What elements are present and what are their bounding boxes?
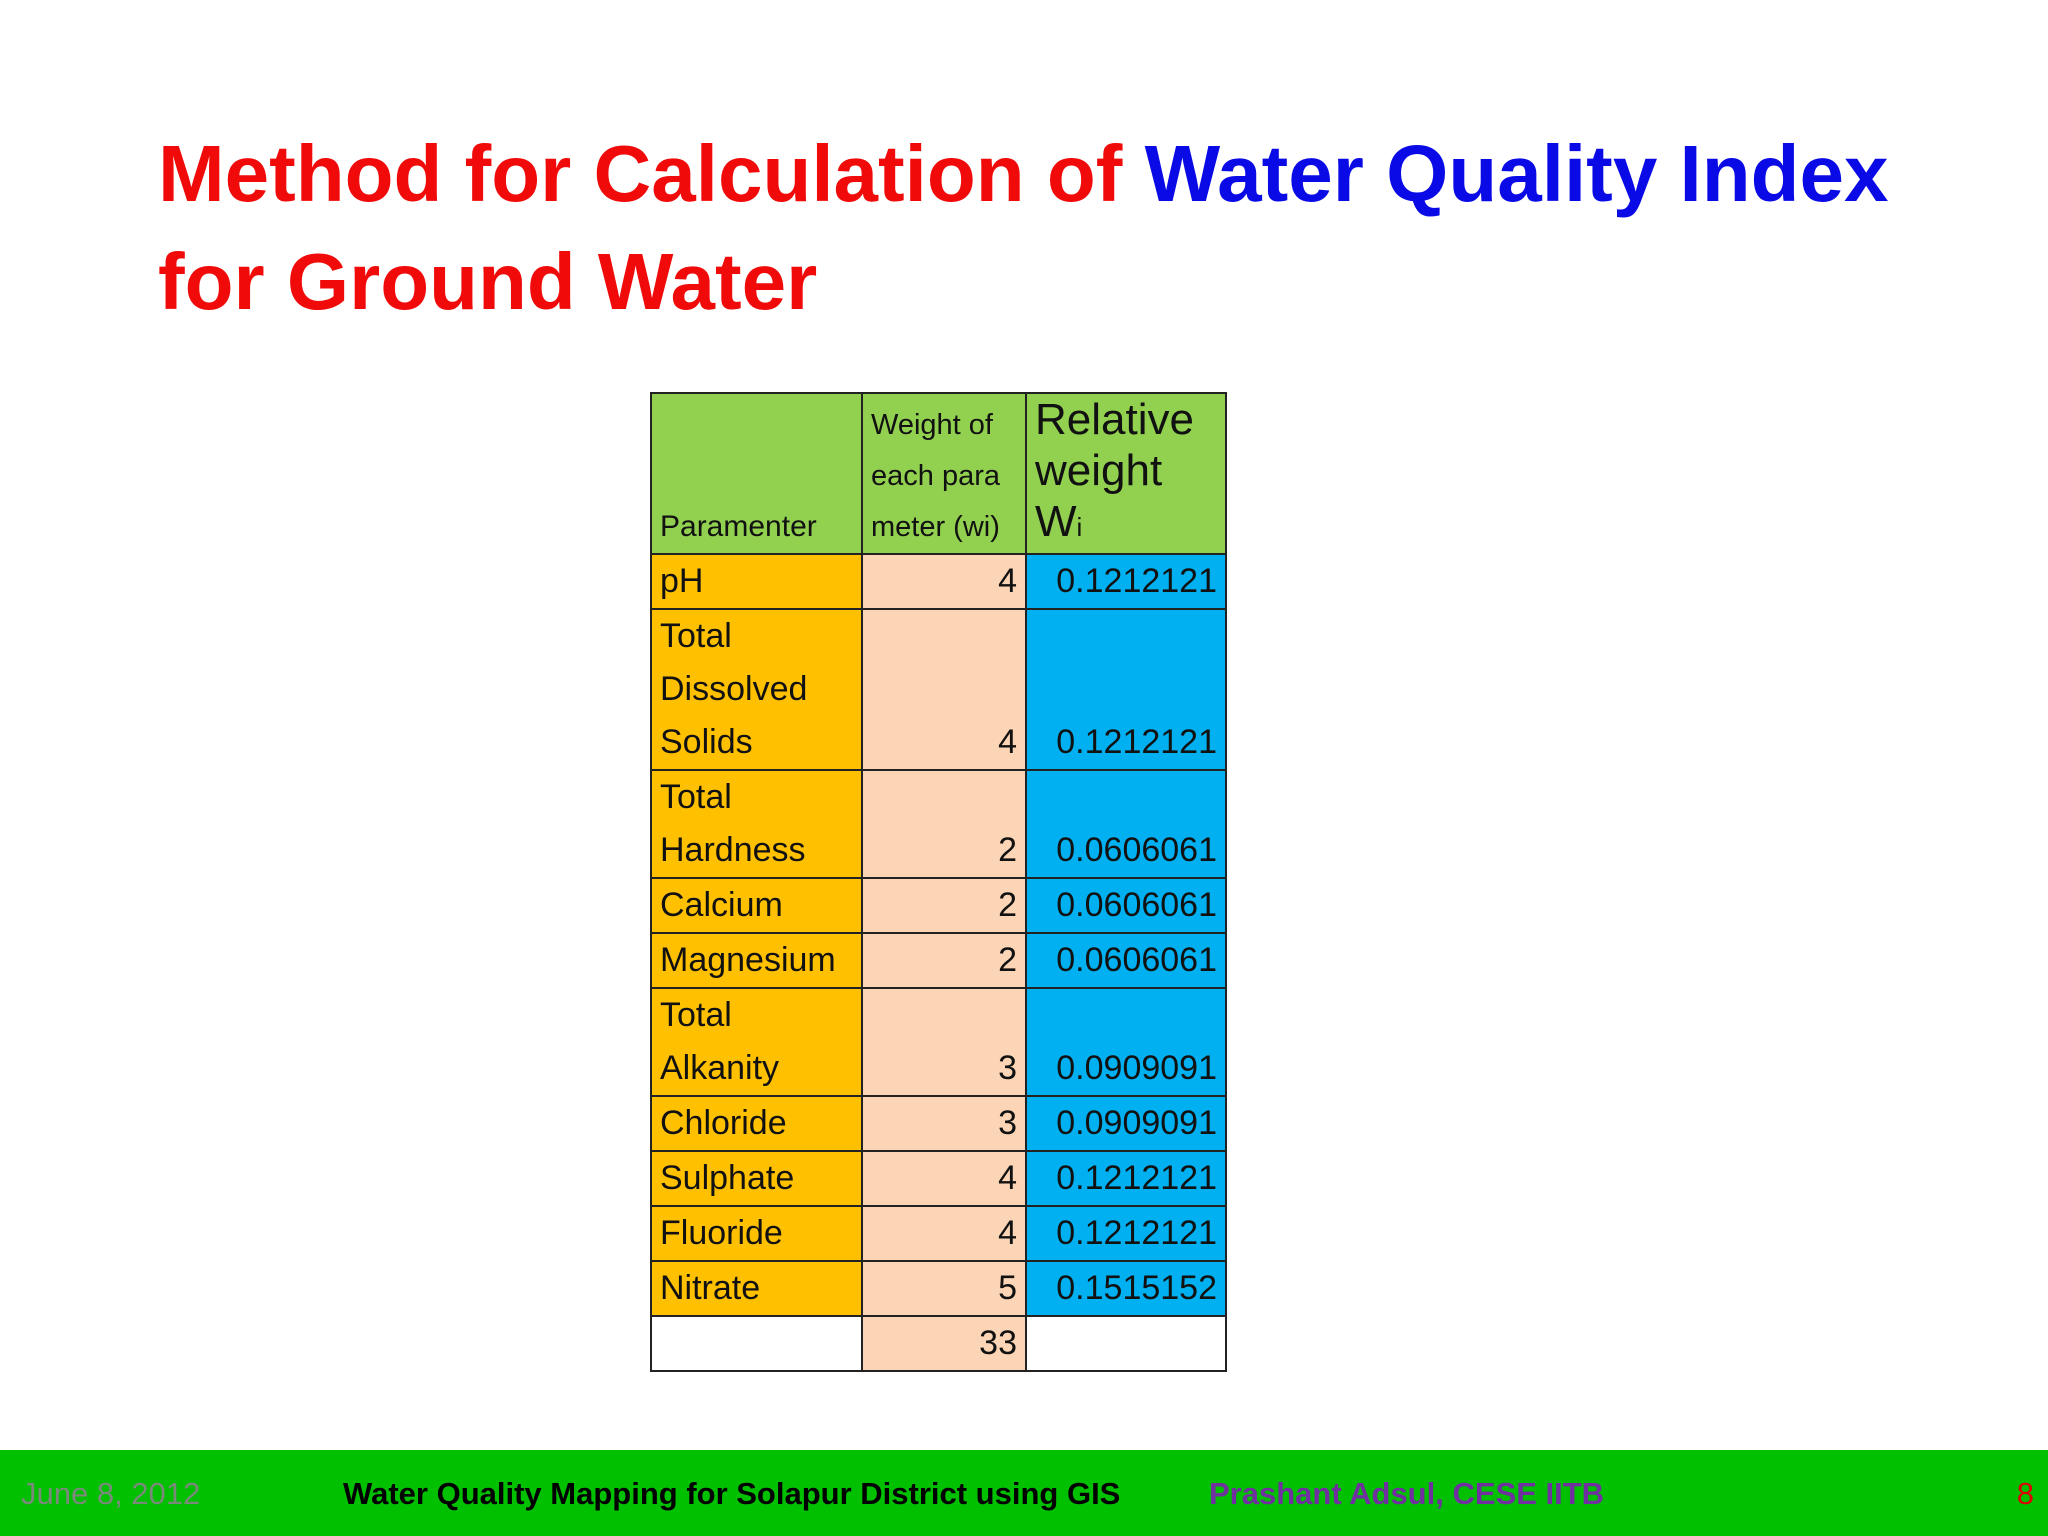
total-row: 33 bbox=[650, 1315, 1227, 1372]
table-cell: Calcium bbox=[650, 877, 863, 934]
table-row: Sulphate 4 0.1212121 bbox=[650, 1150, 1227, 1207]
table-cell bbox=[650, 1315, 863, 1372]
table-cell: 0.0909091 bbox=[1025, 987, 1227, 1097]
table-cell: 2 bbox=[861, 932, 1027, 989]
weights-table: Paramenter Weight of each parameter (wi) R… bbox=[650, 392, 1227, 1372]
table-cell: 5 bbox=[861, 1260, 1027, 1317]
table-cell: Magnesium bbox=[650, 932, 863, 989]
table-row: Nitrate 5 0.1515152 bbox=[650, 1260, 1227, 1317]
table-cell: Total Hardness bbox=[650, 769, 863, 879]
table-cell: 0.1212121 bbox=[1025, 608, 1227, 771]
title-part: Water Quality Index bbox=[1144, 129, 1889, 218]
table-cell: 4 bbox=[861, 608, 1027, 771]
table-cell: 0.0909091 bbox=[1025, 1095, 1227, 1152]
table-cell: 0.0606061 bbox=[1025, 877, 1227, 934]
header-cell: Paramenter bbox=[650, 392, 863, 555]
header-row: Paramenter Weight of each parameter (wi) R… bbox=[650, 392, 1227, 555]
table-cell: Sulphate bbox=[650, 1150, 863, 1207]
slide-title: Method for Calculation of Water Quality … bbox=[158, 120, 2008, 336]
table-cell: 3 bbox=[861, 1095, 1027, 1152]
table-row: Total Alkanity 3 0.0909091 bbox=[650, 987, 1227, 1097]
table-cell: 4 bbox=[861, 1150, 1027, 1207]
table-row: Fluoride 4 0.1212121 bbox=[650, 1205, 1227, 1262]
header-subscript: i bbox=[1076, 512, 1083, 542]
header-text: Relative weight W bbox=[1035, 395, 1194, 546]
table-row: Magnesium 2 0.0606061 bbox=[650, 932, 1227, 989]
table-row: Total Hardness 2 0.0606061 bbox=[650, 769, 1227, 879]
table-cell: 3 bbox=[861, 987, 1027, 1097]
footer-date: June 8, 2012 bbox=[21, 1476, 201, 1511]
table-cell: Total Alkanity bbox=[650, 987, 863, 1097]
table-cell: Nitrate bbox=[650, 1260, 863, 1317]
footer-title: Water Quality Mapping for Solapur Distri… bbox=[343, 1476, 1121, 1511]
table-row: Total Dissolved Solids 4 0.1212121 bbox=[650, 608, 1227, 771]
table-cell: pH bbox=[650, 553, 863, 610]
title-part: Method for Calculation of bbox=[158, 129, 1145, 218]
table-cell: 0.0606061 bbox=[1025, 932, 1227, 989]
table-cell: 0.1515152 bbox=[1025, 1260, 1227, 1317]
table-cell: Fluoride bbox=[650, 1205, 863, 1262]
table-row: Calcium 2 0.0606061 bbox=[650, 877, 1227, 934]
footer-author: Prashant Adsul, CESE IITB bbox=[1209, 1476, 1605, 1511]
table-cell: 0.1212121 bbox=[1025, 553, 1227, 610]
table-cell bbox=[1025, 1315, 1227, 1372]
table-cell: 4 bbox=[861, 553, 1027, 610]
table-cell: 0.1212121 bbox=[1025, 1150, 1227, 1207]
total-cell: 33 bbox=[861, 1315, 1027, 1372]
table-cell: 2 bbox=[861, 769, 1027, 879]
header-cell: Weight of each parameter (wi) bbox=[861, 392, 1027, 555]
page-number: 8 bbox=[2016, 1476, 2034, 1511]
table-cell: Total Dissolved Solids bbox=[650, 608, 863, 771]
title-part: for Ground Water bbox=[158, 237, 818, 326]
header-cell: Relative weight Wi bbox=[1025, 392, 1227, 555]
table-cell: 0.1212121 bbox=[1025, 1205, 1227, 1262]
table-row: pH 4 0.1212121 bbox=[650, 553, 1227, 610]
table-row: Chloride 3 0.0909091 bbox=[650, 1095, 1227, 1152]
table-cell: 2 bbox=[861, 877, 1027, 934]
table-cell: 0.0606061 bbox=[1025, 769, 1227, 879]
table-cell: 4 bbox=[861, 1205, 1027, 1262]
table-cell: Chloride bbox=[650, 1095, 863, 1152]
footer: June 8, 2012 Water Quality Mapping for S… bbox=[0, 1450, 2048, 1536]
